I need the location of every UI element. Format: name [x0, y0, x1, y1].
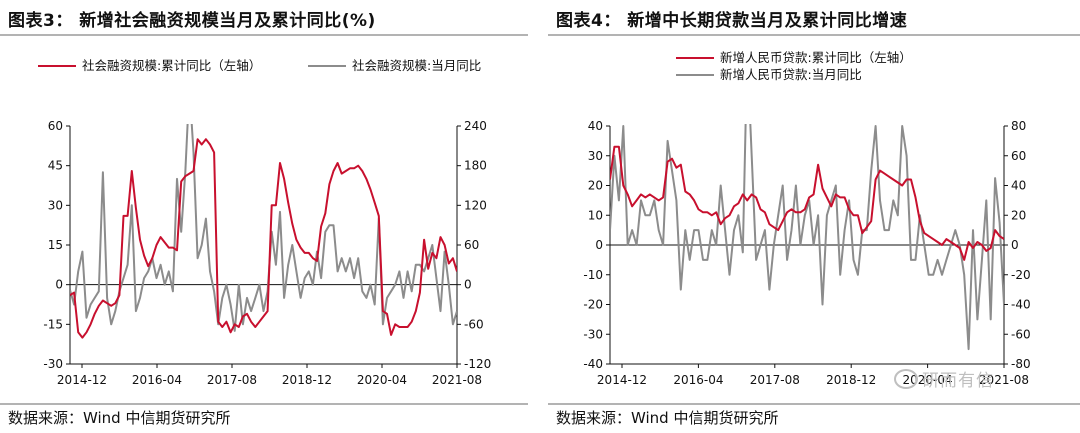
chart-panel-left: 图表3： 新增社会融资规模当月及累计同比(%) -30 -15 0 15 30 45 60-…: [0, 0, 528, 433]
x-tick-label: 2016-04: [673, 373, 723, 387]
x-tick-label: 2020-04: [357, 373, 407, 387]
y-tick-label-left: 0: [595, 238, 603, 252]
y-tick-label-right: 60: [464, 238, 479, 252]
y-tick-label-left: 20: [588, 179, 603, 193]
y-tick-label-right: -20: [1011, 268, 1031, 282]
x-tick-label: 2017-08: [207, 373, 257, 387]
series-line-cumulative: [70, 138, 457, 339]
x-tick-label: 2021-08: [432, 373, 482, 387]
y-tick-label-right: 60: [1011, 149, 1026, 163]
y-tick-label-left: 30: [588, 149, 603, 163]
y-tick-label-left: -30: [43, 357, 63, 371]
y-tick-label-left: 10: [588, 208, 603, 222]
legend-label: 新增人民币贷款:累计同比（左轴）: [720, 50, 912, 65]
y-tick-label-left: -15: [43, 317, 63, 331]
chart-title: 图表3： 新增社会融资规模当月及累计同比(%): [8, 11, 376, 31]
y-tick-label-right: -80: [1011, 357, 1031, 371]
x-tick-label: 2016-04: [132, 373, 182, 387]
y-tick-label-left: 40: [588, 119, 603, 133]
y-tick-label-left: 60: [48, 119, 63, 133]
y-tick-label-left: 45: [48, 159, 63, 173]
x-tick-label: 2021-08: [979, 373, 1029, 387]
y-tick-label-right: 0: [1011, 238, 1019, 252]
series-group: [610, 124, 1004, 351]
y-tick-label-right: -120: [464, 357, 491, 371]
y-tick-label-right: 240: [464, 119, 487, 133]
y-tick-label-right: 80: [1011, 119, 1026, 133]
watermark-text: 研而有信: [922, 371, 994, 391]
title-divider: [0, 34, 528, 36]
watermark: 研而有信: [894, 366, 994, 391]
x-tick-label: 2014-12: [57, 373, 107, 387]
y-tick-label-right: -60: [464, 317, 484, 331]
y-tick-label-left: 0: [55, 278, 63, 292]
x-tick-label: 2018-12: [826, 373, 876, 387]
y-tick-label-right: 180: [464, 159, 487, 173]
x-tick-label: 2018-12: [282, 373, 332, 387]
source-note: 数据来源：Wind 中信期货研究所: [556, 409, 779, 427]
legend-label: 社会融资规模:当月同比: [352, 58, 481, 73]
title-divider: [548, 34, 1080, 36]
footer-divider: [548, 403, 1080, 405]
legend-label: 社会融资规模:累计同比（左轴）: [82, 58, 261, 73]
legend-label: 新增人民币贷款:当月同比: [720, 67, 862, 82]
chart-title: 图表4： 新增中长期贷款当月及累计同比增速: [556, 11, 908, 31]
y-tick-label-left: -30: [583, 327, 603, 341]
line-chart-social-financing: -30 -15 0 15 30 45 60 -120 -60 0 60 120 180 240 2014-1…: [38, 58, 491, 387]
y-tick-label-left: 30: [48, 198, 63, 212]
y-tick-label-right: 20: [1011, 208, 1026, 222]
x-tick-label: 2017-08: [750, 373, 800, 387]
chart-panel-right: 图表4： 新增中长期贷款当月及累计同比增速 -40 -30 -20 -10 0 10 20 3…: [548, 0, 1080, 433]
y-tick-label-right: 0: [464, 278, 472, 292]
y-tick-label-right: -60: [1011, 327, 1031, 341]
footer-divider: [0, 403, 528, 405]
y-tick-label-right: -40: [1011, 298, 1031, 312]
y-tick-label-right: 120: [464, 198, 487, 212]
series-line-monthly: [70, 124, 457, 332]
line-chart-mid-long-loans: -40 -30 -20 -10 0 10 20 30 40 -80 -60 -40 -20 0 20 40 60…: [583, 50, 1031, 387]
series-line-cumulative: [610, 145, 1004, 261]
y-tick-label-left: -20: [583, 298, 603, 312]
wechat-icon: [894, 369, 918, 389]
y-tick-label-left: -40: [583, 357, 603, 371]
series-line-monthly: [610, 124, 1004, 351]
x-tick-label: 2014-12: [597, 373, 647, 387]
y-tick-label-left: -10: [583, 268, 603, 282]
y-tick-label-left: 15: [48, 238, 63, 252]
source-note: 数据来源：Wind 中信期货研究所: [8, 409, 231, 427]
y-tick-label-right: 40: [1011, 179, 1026, 193]
series-group: [70, 124, 457, 339]
